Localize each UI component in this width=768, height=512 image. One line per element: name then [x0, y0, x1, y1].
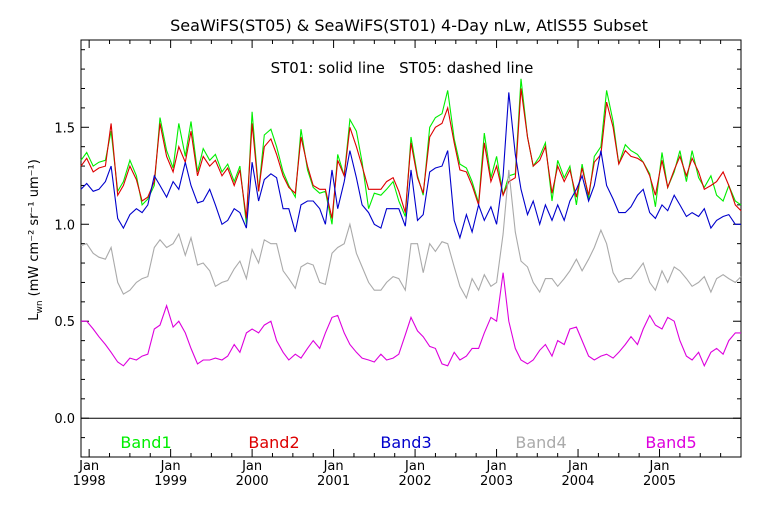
x-tick-month: Jan — [323, 459, 344, 474]
series-line-band2 — [80, 88, 742, 219]
x-tick-month: Jan — [567, 459, 588, 474]
x-tick-month: Jan — [486, 459, 507, 474]
series-layer — [80, 78, 742, 368]
legend: Band1 Band2 Band3 Band4 Band5 — [120, 433, 696, 452]
x-axis: Jan1998Jan1999Jan2000Jan2001Jan2002Jan20… — [73, 40, 722, 489]
plot-frame — [80, 39, 742, 458]
y-axis-label-main: L — [27, 313, 42, 321]
y-tick-label: 0.0 — [54, 412, 75, 427]
series-line-band3 — [80, 92, 741, 240]
x-tick-month: Jan — [241, 459, 262, 474]
chart-title: SeaWiFS(ST05) & SeaWiFS(ST01) 4-Day nLw,… — [170, 16, 648, 35]
legend-item-band4: Band4 — [515, 433, 566, 452]
x-tick-year: 2002 — [399, 474, 432, 489]
series-line-band4 — [80, 169, 742, 300]
y-tick-label: 0.5 — [54, 315, 75, 330]
x-tick-month: Jan — [404, 459, 425, 474]
y-axis-label-sub: wn — [35, 300, 45, 313]
x-tick-year: 2000 — [236, 474, 269, 489]
legend-item-band3: Band3 — [380, 433, 431, 452]
x-tick-year: 2003 — [480, 474, 513, 489]
legend-item-band1: Band1 — [120, 433, 171, 452]
y-tick-label: 1.0 — [54, 218, 75, 233]
x-tick-year: 2005 — [643, 474, 676, 489]
chart-annotation: ST01: solid line ST05: dashed line — [271, 59, 534, 77]
series-line-band1 — [80, 78, 742, 225]
y-tick-label: 1.5 — [54, 121, 75, 136]
x-tick-year: 1998 — [73, 474, 106, 489]
y-axis-label: Lwn (mW cm⁻² sr⁻¹ um⁻¹) — [27, 159, 45, 321]
x-tick-year: 2004 — [561, 474, 594, 489]
x-tick-year: 2001 — [317, 474, 350, 489]
x-tick-month: Jan — [648, 459, 669, 474]
legend-item-band2: Band2 — [248, 433, 299, 452]
series-line-band5 — [81, 272, 741, 368]
legend-item-band5: Band5 — [645, 433, 696, 452]
y-axis-label-units: (mW cm⁻² sr⁻¹ um⁻¹) — [27, 159, 42, 300]
x-tick-month: Jan — [160, 459, 181, 474]
x-tick-month: Jan — [78, 459, 99, 474]
x-tick-year: 1999 — [154, 474, 187, 489]
